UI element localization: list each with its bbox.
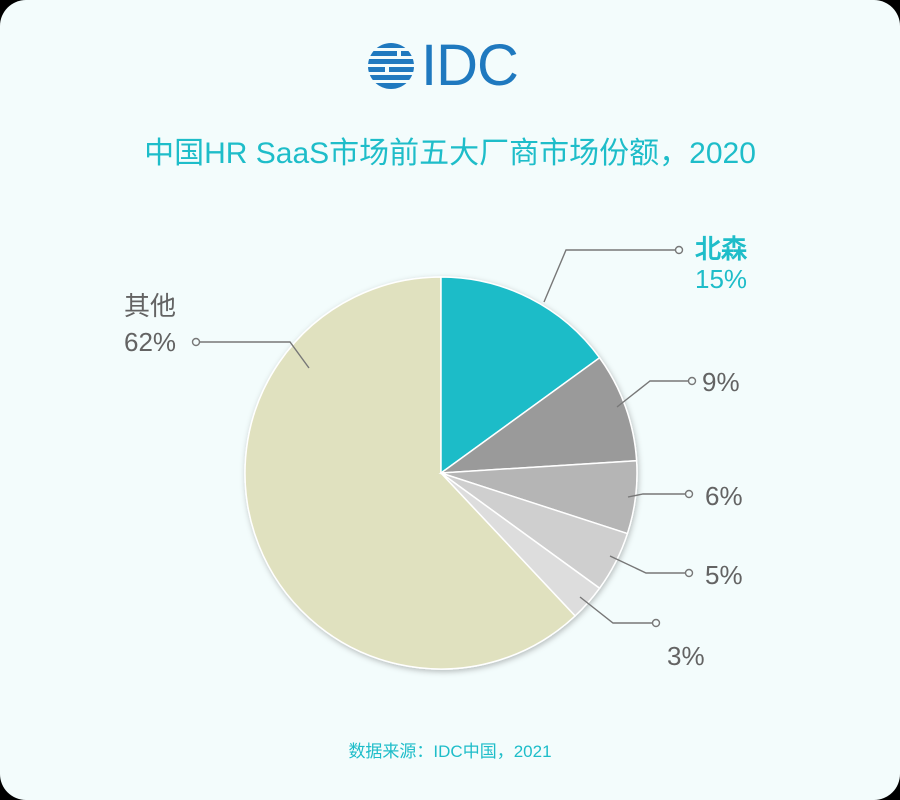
leader-other [200,341,310,369]
leader-beisen [543,249,675,303]
label-9: 9% [702,367,740,397]
slice-9 [438,356,638,474]
leader-5 [609,555,685,574]
label-beisen: 北森 15% [695,234,748,294]
logo-text: IDC [421,33,519,98]
idc-logo: IDC [367,34,537,98]
slice-other [244,276,577,670]
leader-9 [616,380,688,408]
idc-globe-icon [368,43,414,89]
chart-title: 中国HR SaaS市场前五大厂商市场份额，2020 [144,137,756,170]
data-source: 数据来源：IDC中国，2021 [348,742,552,761]
slice-beisen [440,276,601,475]
label-other: 其他 62% [124,291,177,357]
label-6: 6% [705,481,743,511]
label-3: 3% [667,641,705,671]
leader-6 [627,493,685,498]
leader-3 [579,596,652,624]
label-5: 5% [705,560,743,590]
